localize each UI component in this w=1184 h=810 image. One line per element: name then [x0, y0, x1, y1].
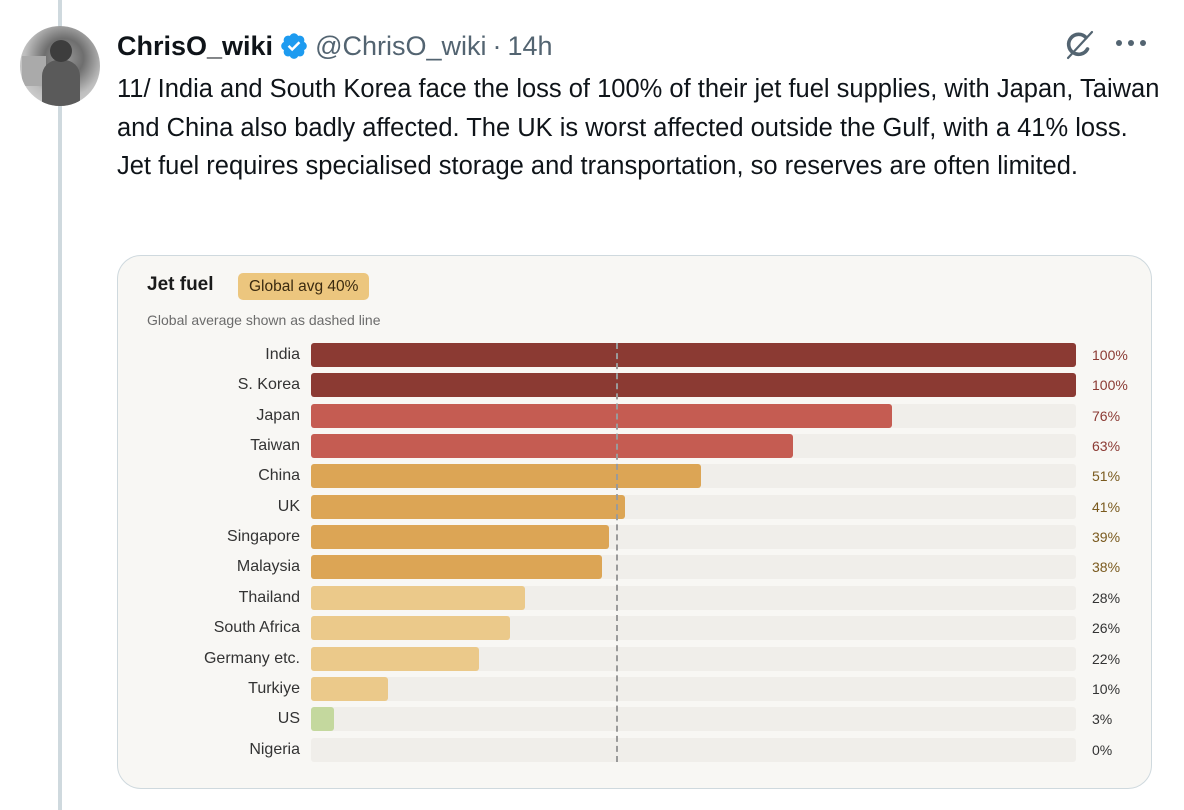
avatar[interactable]	[20, 26, 100, 106]
value-label: 26%	[1092, 620, 1121, 637]
thread-line	[58, 0, 62, 810]
value-label: 39%	[1092, 529, 1121, 546]
chart-title: Jet fuel	[147, 274, 214, 295]
value-label: 100%	[1092, 347, 1128, 363]
more-dot	[1140, 40, 1146, 46]
grok-icon[interactable]	[1062, 28, 1096, 62]
category-label: India	[265, 346, 300, 363]
chart-subtitle: Global average shown as dashed line	[147, 312, 381, 328]
bar-track	[311, 676, 1076, 701]
category-label: Singapore	[227, 528, 300, 546]
bar[interactable]	[311, 525, 610, 550]
display-name[interactable]: ChrisO_wiki	[117, 30, 274, 61]
category-label: Malaysia	[236, 558, 300, 576]
bar[interactable]	[311, 676, 388, 701]
bar[interactable]	[311, 585, 526, 610]
value-label: 100%	[1092, 377, 1128, 394]
avatar-figure-head	[50, 40, 72, 62]
avatar-figure-body	[42, 60, 80, 106]
value-label: 51%	[1092, 468, 1121, 485]
value-label: 41%	[1092, 498, 1121, 515]
category-label: Thailand	[238, 588, 300, 606]
value-label: 63%	[1092, 438, 1121, 455]
global-avg-badge: Global avg 40%	[238, 273, 370, 300]
value-label: 22%	[1092, 650, 1121, 667]
bar[interactable]	[311, 434, 793, 459]
bar[interactable]	[311, 555, 602, 580]
category-label: Japan	[256, 406, 300, 424]
value-label: 0%	[1092, 741, 1113, 758]
more-dot	[1116, 40, 1122, 46]
bar[interactable]	[311, 464, 702, 489]
category-label: Taiwan	[250, 437, 300, 455]
value-label: 38%	[1092, 559, 1121, 576]
bar[interactable]	[311, 403, 893, 428]
category-label: Germany etc.	[203, 649, 300, 667]
bar[interactable]	[311, 707, 334, 732]
bar-track	[311, 737, 1076, 762]
category-label: US	[277, 710, 300, 728]
value-label: 28%	[1092, 589, 1121, 606]
bar-track	[311, 707, 1076, 732]
bar[interactable]	[311, 494, 625, 519]
global-average-line	[616, 343, 618, 762]
category-label: China	[258, 467, 300, 485]
separator-dot: ·	[492, 30, 502, 61]
timestamp[interactable]: 14h	[507, 30, 553, 61]
category-label: Turkiye	[248, 679, 300, 697]
value-label: 76%	[1092, 407, 1121, 424]
chart-card[interactable]: Jet fuel Global avg 40% Global average s…	[117, 255, 1152, 789]
value-label: 10%	[1092, 680, 1121, 697]
category-label: Nigeria	[249, 740, 300, 758]
bar-chart: India 100% S. Korea 100% Japan 76% Taiwan 63% Ch…	[118, 256, 1151, 788]
user-handle[interactable]: @ChrisO_wiki	[315, 30, 487, 61]
bar[interactable]	[311, 343, 1076, 367]
more-icon[interactable]	[1116, 40, 1146, 50]
tweet-header: ChrisO_wiki @ChrisO_wiki · 14h	[117, 28, 553, 64]
bar[interactable]	[311, 646, 480, 671]
more-dot	[1128, 40, 1134, 46]
bar[interactable]	[311, 616, 510, 641]
verified-badge-icon	[281, 33, 307, 59]
category-label: S. Korea	[237, 376, 300, 394]
category-label: South Africa	[213, 619, 300, 637]
category-label: UK	[277, 497, 300, 515]
bar[interactable]	[311, 373, 1076, 398]
value-label: 3%	[1092, 711, 1113, 728]
tweet-text: 11/ India and South Korea face the loss …	[117, 75, 1160, 180]
